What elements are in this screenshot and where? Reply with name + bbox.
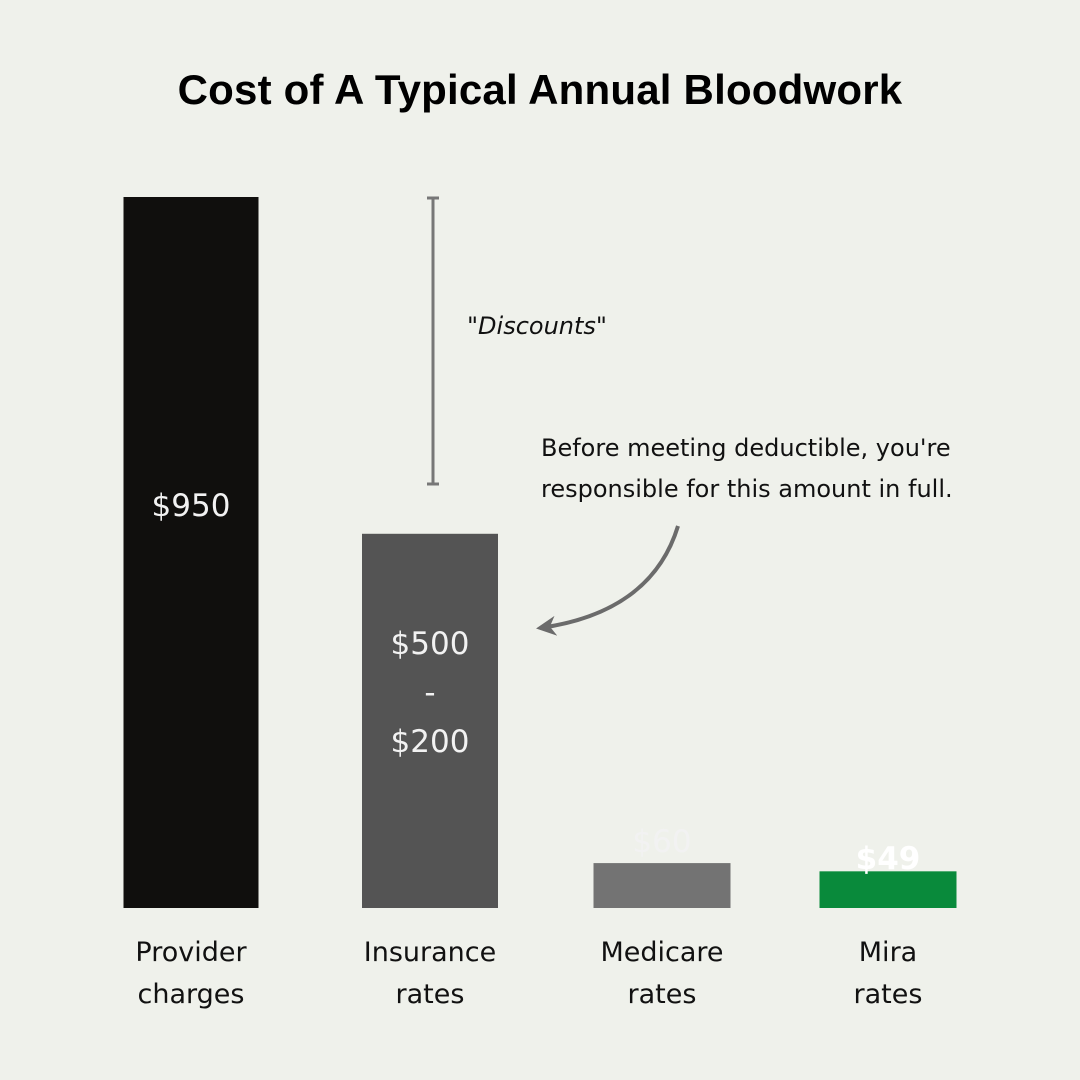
category-label-0-0: Provider [135, 937, 247, 968]
category-label-2-1: rates [628, 979, 697, 1010]
bars-group: $950 Provider charges $500 - $200 Insurance rat… [123, 197, 957, 1010]
deductible-arrow [536, 525, 680, 636]
bar-value-label-1-2: $200 [391, 724, 470, 760]
category-label-3-0: Mira [859, 937, 917, 968]
discount-label: "Discounts" [467, 312, 607, 340]
bar-value-label-0-0: $950 [152, 488, 231, 524]
bar-value-label-1-0: $500 [391, 626, 470, 662]
category-label-3-1: rates [854, 979, 923, 1010]
bar-value-label-2-0: $60 [632, 824, 691, 860]
deductible-note-line-1: Before meeting deductible, you're [541, 434, 951, 462]
bar-3 [819, 871, 957, 908]
category-label-1-1: rates [396, 979, 465, 1010]
category-label-0-1: charges [138, 979, 245, 1010]
chart-title: Cost of A Typical Annual Bloodwork [177, 66, 903, 113]
bar-2 [593, 863, 731, 908]
annotations-group: "Discounts" Before meeting deductible, y… [427, 196, 953, 636]
bar-1 [362, 533, 498, 908]
category-label-1-0: Insurance [364, 937, 496, 968]
bar-value-label-1-1: - [424, 675, 435, 711]
bar-0 [123, 197, 259, 908]
category-label-2-0: Medicare [600, 937, 723, 968]
bar-value-label-3-0: $49 [856, 841, 921, 877]
deductible-note-line-2: responsible for this amount in full. [541, 475, 953, 503]
